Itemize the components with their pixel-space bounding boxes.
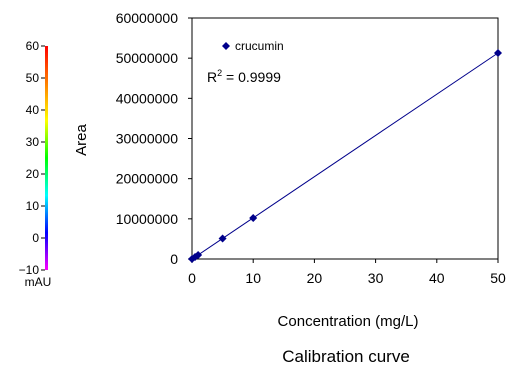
x-tick-label: 50	[490, 270, 506, 286]
data-point	[249, 214, 258, 223]
trend-line	[191, 52, 499, 260]
colorbar-ticks: 60 50 40 30 20 10 0 −10	[19, 39, 45, 277]
legend: crucumin	[222, 39, 284, 53]
x-tick-label: 40	[429, 270, 445, 286]
data-point	[218, 234, 227, 243]
y-tick-label: 50000000	[116, 50, 179, 66]
x-axis-ticks: 0 10 20 30 40 50	[188, 259, 506, 286]
r-squared-annotation: R2 = 0.9999	[207, 68, 281, 85]
y-tick-label: 30000000	[116, 131, 179, 147]
colorbar-tick-label: 60	[26, 39, 40, 53]
y-tick-label: 10000000	[116, 211, 179, 227]
r2-prefix: R	[207, 69, 217, 85]
colorbar-tick-label: 30	[26, 135, 40, 149]
figure-caption: Calibration curve	[282, 347, 410, 366]
colorbar-gradient	[45, 46, 48, 270]
x-tick-label: 10	[245, 270, 261, 286]
y-tick-label: 60000000	[116, 10, 179, 26]
x-tick-label: 0	[188, 270, 196, 286]
colorbar-tick-label: 10	[26, 199, 40, 213]
y-axis-label: Area	[73, 124, 90, 156]
x-tick-label: 30	[368, 270, 384, 286]
x-axis-label: Concentration (mg/L)	[278, 313, 419, 330]
plot-area: 0 10000000 20000000 30000000 40000000 5000000…	[116, 10, 506, 286]
x-tick-label: 20	[307, 270, 323, 286]
colorbar-tick-label: 50	[26, 71, 40, 85]
colorbar-tick-label: 0	[32, 231, 39, 245]
y-tick-label: 40000000	[116, 90, 179, 106]
y-tick-label: 20000000	[116, 171, 179, 187]
y-axis-ticks: 0 10000000 20000000 30000000 40000000 5000000…	[116, 10, 192, 267]
r2-superscript: 2	[217, 68, 222, 78]
colorbar-tick-label: −10	[19, 263, 40, 277]
r2-value: = 0.9999	[222, 69, 281, 85]
data-points	[188, 48, 502, 263]
colorbar-unit-label: mAU	[25, 275, 52, 289]
data-point	[194, 250, 203, 259]
legend-marker-diamond	[222, 42, 230, 50]
colorbar: 60 50 40 30 20 10 0 −10 mAU	[19, 39, 52, 289]
legend-entry-crucumin: crucumin	[235, 39, 284, 53]
plot-frame	[191, 17, 499, 260]
data-point	[494, 48, 502, 57]
colorbar-tick-label: 20	[26, 167, 40, 181]
y-tick-label: 0	[170, 251, 178, 267]
colorbar-tick-label: 40	[26, 103, 40, 117]
